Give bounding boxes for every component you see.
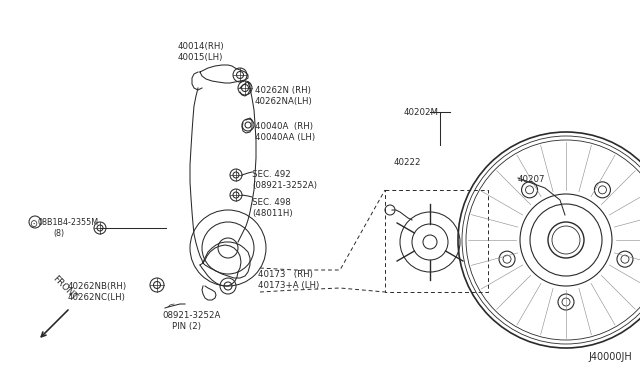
Text: PIN (2): PIN (2) xyxy=(172,322,201,331)
Text: 40222: 40222 xyxy=(394,158,422,167)
Text: 40040AA (LH): 40040AA (LH) xyxy=(255,133,315,142)
Text: 40262NB(RH): 40262NB(RH) xyxy=(68,282,127,291)
Text: 08921-3252A: 08921-3252A xyxy=(162,311,220,320)
Text: (8): (8) xyxy=(53,229,64,238)
Text: 40173+A (LH): 40173+A (LH) xyxy=(258,281,319,290)
Text: 40262NA(LH): 40262NA(LH) xyxy=(255,97,313,106)
Text: J40000JH: J40000JH xyxy=(588,352,632,362)
Text: 40014(RH): 40014(RH) xyxy=(178,42,225,51)
Text: 08B1B4-2355M: 08B1B4-2355M xyxy=(38,218,99,227)
Text: 40262N (RH): 40262N (RH) xyxy=(255,86,311,95)
Text: SEC. 492: SEC. 492 xyxy=(252,170,291,179)
Text: 40173   (RH): 40173 (RH) xyxy=(258,270,313,279)
Text: (08921-3252A): (08921-3252A) xyxy=(252,181,317,190)
Text: FRONT: FRONT xyxy=(51,274,79,302)
Text: 40207: 40207 xyxy=(518,175,545,184)
Text: 40040A  (RH): 40040A (RH) xyxy=(255,122,313,131)
Text: (48011H): (48011H) xyxy=(252,209,292,218)
Text: 40202M: 40202M xyxy=(404,108,439,117)
Text: ⊙: ⊙ xyxy=(29,219,37,229)
Text: SEC. 498: SEC. 498 xyxy=(252,198,291,207)
Text: 40015(LH): 40015(LH) xyxy=(178,53,223,62)
Text: 40262NC(LH): 40262NC(LH) xyxy=(68,293,126,302)
